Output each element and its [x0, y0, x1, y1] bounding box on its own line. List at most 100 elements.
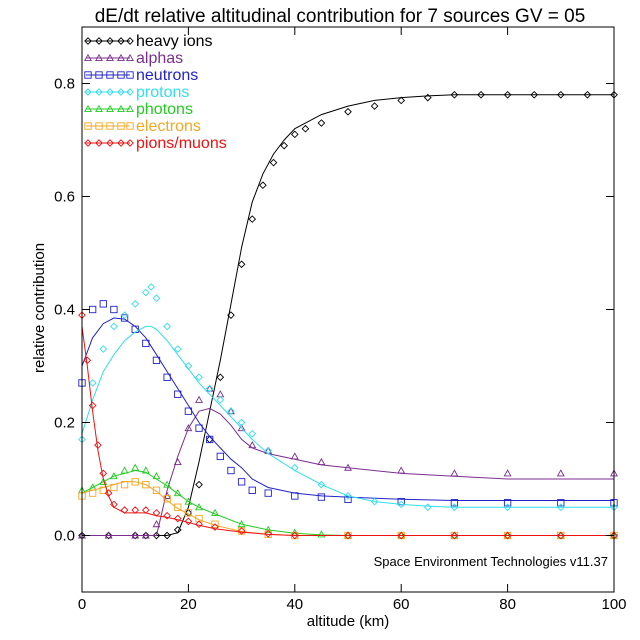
data-point — [317, 457, 326, 466]
data-point — [317, 119, 326, 127]
data-point — [104, 531, 113, 540]
data-point — [84, 88, 92, 96]
series-heavy-ions — [78, 90, 618, 540]
data-point — [450, 499, 459, 507]
data-point — [163, 373, 171, 381]
data-point — [142, 506, 150, 514]
data-point — [227, 466, 235, 475]
data-point — [174, 503, 182, 511]
data-point — [195, 480, 203, 489]
legend-item: heavy ions — [84, 33, 213, 50]
data-point — [583, 90, 592, 99]
data-point — [142, 481, 150, 489]
data-point — [110, 322, 118, 331]
data-point — [237, 527, 246, 535]
data-point — [126, 104, 134, 113]
data-point — [131, 506, 140, 514]
y-tick-label: 0.6 — [54, 189, 75, 206]
data-point — [450, 90, 459, 99]
data-point — [120, 481, 129, 489]
data-point — [227, 407, 235, 416]
data-point — [248, 440, 257, 449]
data-point — [117, 104, 125, 113]
chart-title: dE/dt relative altitudinal contribution … — [95, 6, 586, 27]
data-point — [106, 139, 114, 147]
data-point — [163, 480, 172, 488]
series-fit-line — [81, 317, 614, 501]
data-point — [88, 489, 97, 497]
data-point — [264, 446, 273, 454]
data-point — [344, 531, 352, 540]
x-axis-label: altitude (km) — [307, 613, 390, 630]
data-point — [264, 529, 273, 538]
data-point — [147, 283, 155, 291]
data-point — [317, 480, 326, 489]
data-point — [173, 457, 182, 466]
data-point — [99, 469, 108, 478]
data-point — [126, 37, 134, 45]
data-point — [104, 531, 113, 539]
data-point — [195, 520, 203, 529]
data-point — [106, 53, 114, 62]
data-point — [131, 531, 140, 539]
series-fit-line — [81, 469, 614, 536]
data-point — [248, 486, 256, 494]
data-point — [423, 503, 432, 512]
data-point — [83, 356, 92, 365]
legend-item: protons — [84, 84, 189, 101]
data-point — [317, 530, 326, 538]
data-point — [142, 531, 150, 540]
legend-item: alphas — [84, 50, 183, 67]
legend-label: electrons — [136, 118, 201, 135]
data-point — [84, 53, 92, 62]
series-fit-line — [81, 325, 614, 508]
data-point — [117, 139, 125, 147]
y-tick-label: 0.0 — [54, 528, 75, 545]
data-point — [264, 446, 273, 455]
data-point — [184, 517, 193, 526]
data-point — [211, 520, 219, 528]
data-point — [126, 122, 134, 130]
data-point — [184, 362, 193, 370]
x-tick-label: 60 — [393, 596, 410, 613]
series-fit-line — [81, 326, 614, 536]
data-point — [142, 339, 150, 348]
legend-item: electrons — [84, 118, 201, 135]
data-point — [195, 514, 203, 523]
x-axis: 0 20 40 60 80 100 — [78, 27, 627, 613]
data-point — [84, 122, 92, 130]
legend: heavy ionsalphasneutronsprotonsphotonsel… — [84, 33, 227, 152]
data-point — [205, 384, 214, 393]
data-point — [126, 88, 134, 96]
data-point — [141, 466, 150, 474]
data-point — [423, 93, 432, 102]
data-point — [216, 390, 225, 398]
data-point — [163, 531, 171, 540]
data-point — [173, 514, 182, 523]
legend-label: protons — [136, 84, 189, 101]
data-point — [95, 88, 103, 96]
data-point — [152, 356, 161, 364]
data-point — [88, 305, 97, 314]
data-point — [556, 469, 565, 477]
data-point — [106, 104, 114, 113]
x-tick-label: 100 — [601, 596, 626, 613]
data-point — [370, 102, 379, 110]
data-point — [195, 373, 203, 382]
data-point — [126, 53, 134, 62]
data-point — [206, 435, 214, 444]
data-point — [264, 489, 272, 497]
y-tick-label: 0.8 — [54, 76, 75, 93]
series-electrons — [78, 478, 618, 540]
data-point — [173, 345, 182, 353]
data-point — [556, 503, 565, 512]
data-point — [131, 478, 139, 486]
data-point — [211, 523, 219, 531]
data-point — [120, 311, 129, 319]
data-point — [237, 424, 246, 432]
y-tick-label: 0.4 — [54, 302, 75, 319]
data-point — [110, 500, 118, 509]
data-point — [117, 53, 125, 62]
data-point — [291, 492, 299, 500]
data-point — [237, 260, 246, 269]
